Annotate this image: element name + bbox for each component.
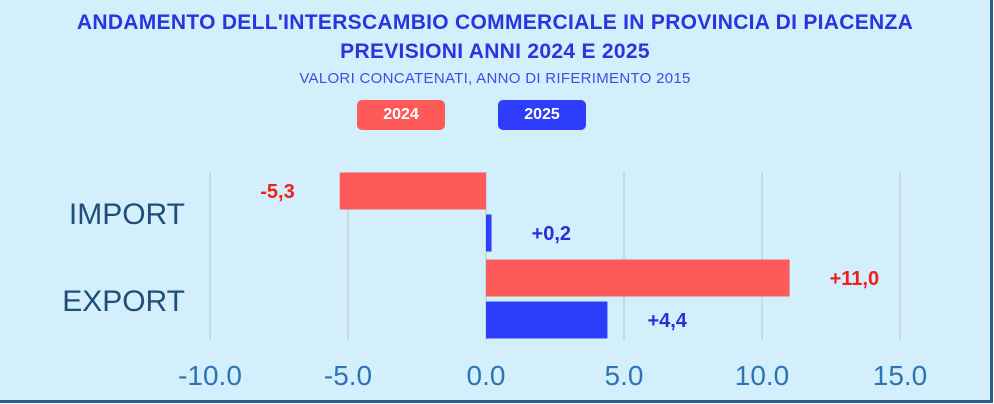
x-tick-label: 10.0 — [735, 360, 790, 391]
legend-item-2024: 2024 — [357, 100, 445, 130]
bar-2025-export — [486, 301, 608, 339]
bar-2024-export — [486, 259, 790, 297]
bar-2025-import — [486, 214, 492, 252]
data-label: -5,3 — [260, 181, 294, 203]
data-label: +4,4 — [647, 310, 687, 332]
x-tick-label: 5.0 — [605, 360, 644, 391]
chart-title: ANDAMENTO DELL'INTERSCAMBIO COMMERCIALE … — [76, 11, 914, 34]
x-tick-label: -10.0 — [178, 360, 242, 391]
chart-title-line2: PREVISIONI ANNI 2024 E 2025 — [340, 40, 650, 63]
legend-item-2025: 2025 — [498, 100, 586, 130]
category-label-export: EXPORT — [62, 285, 185, 318]
x-tick-label: 15.0 — [873, 360, 928, 391]
bar-2024-import — [339, 172, 486, 210]
x-tick-label: 0.0 — [467, 360, 506, 391]
data-label: +0,2 — [532, 223, 571, 245]
x-tick-label: -5.0 — [324, 360, 372, 391]
chart-subtitle: VALORI CONCATENATI, ANNO DI RIFERIMENTO … — [299, 70, 691, 87]
category-label-import: IMPORT — [69, 198, 185, 231]
data-label: +11,0 — [830, 268, 880, 290]
